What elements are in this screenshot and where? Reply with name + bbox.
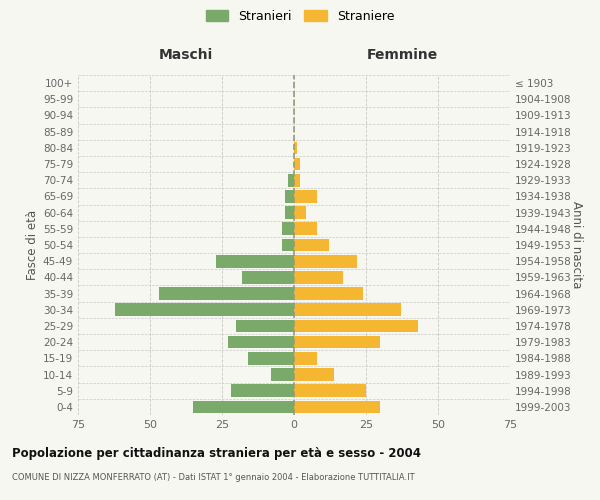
Bar xyxy=(294,352,317,364)
Text: COMUNE DI NIZZA MONFERRATO (AT) - Dati ISTAT 1° gennaio 2004 - Elaborazione TUTT: COMUNE DI NIZZA MONFERRATO (AT) - Dati I… xyxy=(12,472,415,482)
Bar xyxy=(193,400,294,413)
Bar xyxy=(294,384,366,397)
Bar xyxy=(294,320,418,332)
Bar xyxy=(228,336,294,348)
Bar xyxy=(294,336,380,348)
Bar xyxy=(294,255,358,268)
Bar xyxy=(230,384,294,397)
Bar xyxy=(294,304,401,316)
Bar xyxy=(294,400,380,413)
Bar xyxy=(294,142,297,154)
Bar xyxy=(294,206,305,219)
Y-axis label: Anni di nascita: Anni di nascita xyxy=(570,202,583,288)
Bar xyxy=(236,320,294,332)
Bar xyxy=(286,206,294,219)
Bar xyxy=(242,271,294,283)
Bar xyxy=(216,255,294,268)
Bar xyxy=(294,288,363,300)
Bar xyxy=(294,271,343,283)
Bar xyxy=(283,238,294,252)
Bar xyxy=(294,158,300,170)
Bar xyxy=(294,190,317,202)
Bar xyxy=(288,174,294,186)
Bar xyxy=(283,222,294,235)
Bar xyxy=(294,222,317,235)
Bar xyxy=(248,352,294,364)
Bar xyxy=(294,174,300,186)
Bar xyxy=(294,368,334,381)
Text: Femmine: Femmine xyxy=(367,48,437,62)
Bar xyxy=(158,288,294,300)
Bar xyxy=(286,190,294,202)
Bar xyxy=(271,368,294,381)
Text: Maschi: Maschi xyxy=(159,48,213,62)
Bar xyxy=(115,304,294,316)
Legend: Stranieri, Straniere: Stranieri, Straniere xyxy=(202,6,398,26)
Text: Popolazione per cittadinanza straniera per età e sesso - 2004: Popolazione per cittadinanza straniera p… xyxy=(12,448,421,460)
Bar xyxy=(294,238,329,252)
Y-axis label: Fasce di età: Fasce di età xyxy=(26,210,39,280)
